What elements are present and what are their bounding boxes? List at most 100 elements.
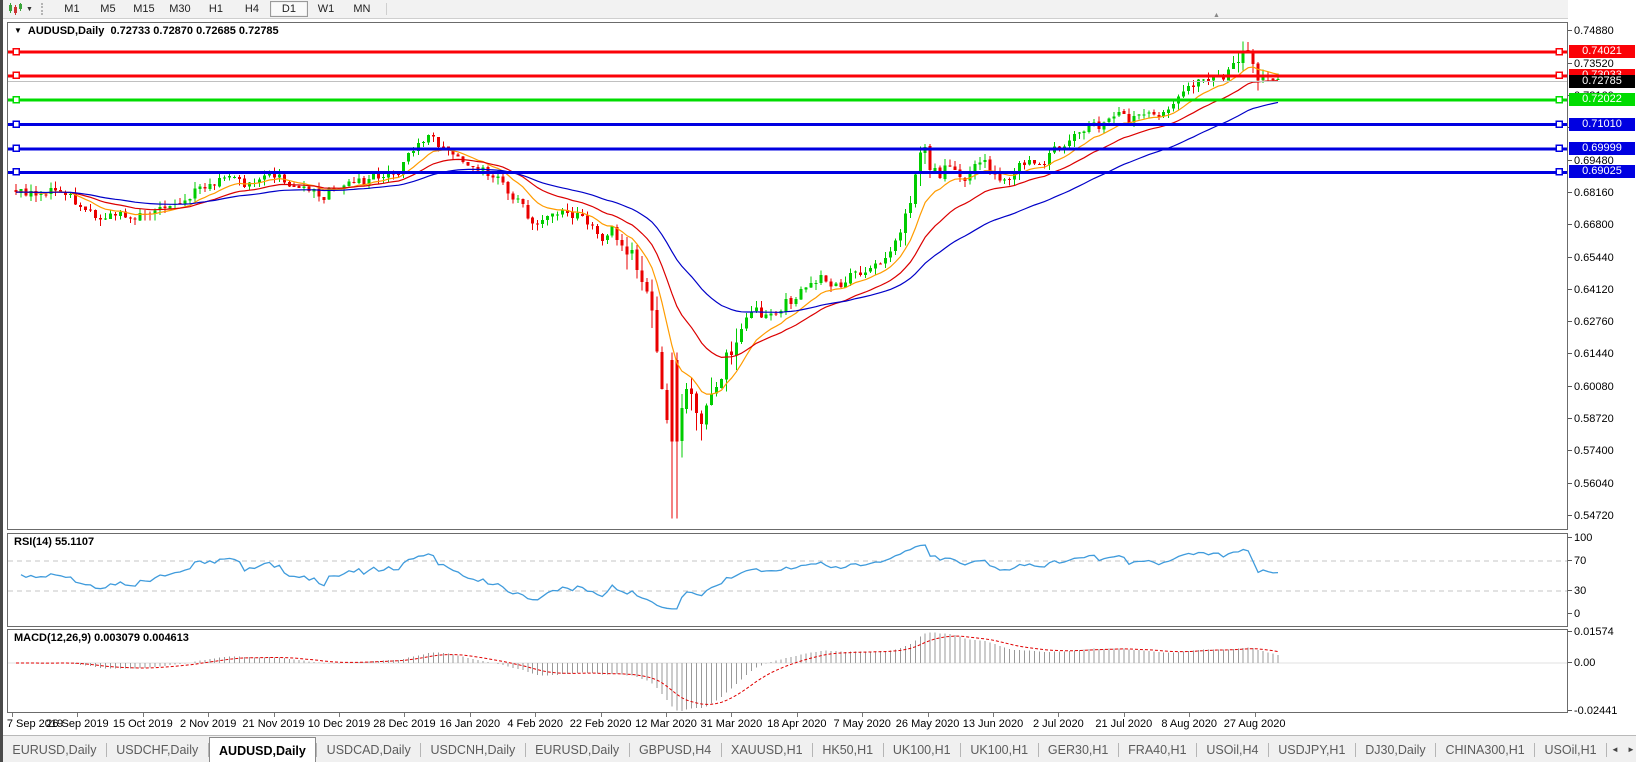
chart-tab-usoil-h4[interactable]: USOil,H4	[1206, 742, 1259, 757]
chart-tab-fra40-h1[interactable]: FRA40,H1	[1128, 742, 1187, 757]
tab-separator	[1534, 742, 1536, 757]
rsi-value: 55.1107	[54, 536, 95, 548]
rsi-indicator-pane[interactable]: RSI(14) 55.1107	[7, 533, 1568, 627]
time-axis-label: 21 Jul 2020	[1095, 718, 1153, 730]
chart-tab-dj30-daily[interactable]: DJ30,Daily	[1365, 742, 1426, 757]
timeframe-m30[interactable]: M30	[169, 3, 191, 15]
chart-tab-audusd-daily[interactable]: AUDUSD,Daily	[208, 737, 317, 762]
chart-tab-ger30-h1[interactable]: GER30,H1	[1047, 742, 1109, 757]
chart-tab-usdjpy-h1[interactable]: USDJPY,H1	[1278, 742, 1346, 757]
price-line-label: 0.71010	[1569, 117, 1635, 131]
time-axis-tick	[273, 713, 275, 717]
time-axis-tick	[1123, 713, 1125, 717]
time-axis-label: 18 Apr 2020	[767, 718, 827, 730]
time-axis-label: 13 Jun 2020	[962, 718, 1024, 730]
chart-title: AUDUSD,Daily	[27, 25, 105, 37]
price-axis-tick: 0.58720	[1568, 413, 1614, 425]
chart-type-dropdown-caret[interactable]: ▼	[26, 5, 33, 13]
chart-shift-marker-icon[interactable]: ▲	[1213, 12, 1220, 19]
timeframe-h4[interactable]: H4	[244, 3, 259, 15]
chart-type-icon[interactable]	[6, 2, 24, 16]
time-axis-tick	[1058, 713, 1060, 717]
timeframe-m1[interactable]: M1	[64, 3, 80, 15]
time-axis[interactable]: 7 Sep 2019 26 Sep 2019 15 Oct 2019 2 Nov 20…	[7, 713, 1568, 735]
time-axis-tick	[731, 713, 733, 717]
chart-tab-china300-h1[interactable]: CHINA300,H1	[1445, 742, 1525, 757]
macd-axis-tick: 0.01574	[1568, 626, 1614, 638]
tab-separator	[1354, 742, 1356, 757]
timeframe-buttons: M1 M5 M15 M30 H1 H4 D1 W1 MN	[54, 0, 380, 18]
time-axis-tick	[404, 713, 406, 717]
tab-separator	[420, 742, 422, 757]
chart-tab-gbpusd-h4[interactable]: GBPUSD,H4	[638, 742, 712, 757]
chart-tab-uk100-h1[interactable]: UK100,H1	[970, 742, 1029, 757]
time-axis-label: 15 Oct 2019	[112, 718, 173, 730]
tab-separator	[628, 742, 630, 757]
rsi-axis-tick: 70	[1568, 555, 1586, 567]
chart-tab-usoil-h1[interactable]: USOil,H1	[1544, 742, 1597, 757]
time-axis-label: 12 Mar 2020	[635, 718, 697, 730]
time-axis-label: 28 Dec 2019	[373, 718, 436, 730]
toolbar: ▼ M1 M5 M15 M30 H1 H4 D1 W1 MN	[3, 0, 1636, 19]
rsi-axis-tick: 30	[1568, 585, 1586, 597]
tab-separator	[1117, 742, 1119, 757]
timeframe-m5[interactable]: M5	[100, 3, 116, 15]
price-axis-tick: 0.64120	[1568, 284, 1614, 296]
timeframe-d1[interactable]: D1	[269, 1, 308, 17]
tab-separator	[316, 742, 318, 757]
chart-tab-eurusd-daily[interactable]: EURUSD,Daily	[535, 742, 620, 757]
time-axis-tick	[339, 713, 340, 717]
time-axis-tick	[469, 713, 471, 717]
time-axis-label: 27 Aug 2020	[1223, 718, 1286, 730]
time-axis-label: 7 Sep 2019	[7, 718, 64, 730]
chart-tab-eurusd-daily[interactable]: EURUSD,Daily	[12, 742, 97, 757]
time-axis-tick	[796, 713, 798, 717]
time-axis-label: 8 Aug 2020	[1161, 718, 1218, 730]
tab-scroll-left-icon[interactable]: ◄	[1611, 745, 1619, 754]
chart-tab-bar: EURUSD,Daily USDCHF,Daily AUDUSD,Daily USDC…	[3, 735, 1636, 762]
chart-header: ▼ AUDUSD,Daily 0.72733 0.72870 0.72685 0.…	[14, 25, 279, 37]
time-axis-tick	[600, 713, 602, 717]
rsi-chart	[8, 544, 1567, 610]
price-axis-tick: 0.69480	[1568, 155, 1614, 167]
price-axis[interactable]: 0.748800.735200.721600.708400.694800.681…	[1568, 0, 1636, 717]
time-axis-label: 4 Feb 2020	[507, 718, 564, 730]
time-axis-label: 2 Nov 2019	[180, 718, 237, 730]
price-line-label: 0.69999	[1569, 141, 1635, 155]
main-chart-pane[interactable]: ▼ AUDUSD,Daily 0.72733 0.72870 0.72685 0.…	[7, 22, 1568, 530]
chart-tab-usdcad-daily[interactable]: USDCAD,Daily	[326, 742, 411, 757]
tab-separator	[1037, 742, 1039, 757]
time-axis-label: 21 Nov 2019	[242, 718, 305, 730]
price-axis-tick: 0.73520	[1568, 58, 1614, 70]
macd-header: MACD(12,26,9) 0.003079 0.004613	[14, 632, 189, 644]
chart-tab-xauusd-h1[interactable]: XAUUSD,H1	[731, 742, 803, 757]
chart-menu-arrow-icon[interactable]: ▼	[14, 26, 22, 35]
rsi-label: RSI(14)	[14, 536, 52, 548]
time-axis-tick	[12, 713, 13, 717]
macd-values: 0.003079 0.004613	[94, 632, 189, 644]
price-axis-tick: 0.56040	[1568, 478, 1614, 490]
timeframe-m15[interactable]: M15	[133, 3, 155, 15]
time-axis-tick	[142, 713, 144, 717]
chart-tab-usdcnh-daily[interactable]: USDCNH,Daily	[430, 742, 516, 757]
time-axis-tick	[77, 713, 79, 717]
macd-indicator-pane[interactable]: MACD(12,26,9) 0.003079 0.004613	[7, 629, 1568, 713]
time-axis-label: 10 Dec 2019	[307, 718, 371, 730]
tab-separator	[105, 742, 107, 757]
tab-separator	[1606, 742, 1607, 757]
timeframe-mn[interactable]: MN	[353, 3, 371, 15]
chart-tab-hk50-h1[interactable]: HK50,H1	[822, 742, 874, 757]
price-axis-tick: 0.57400	[1568, 445, 1614, 457]
time-axis-label: 7 May 2020	[833, 718, 891, 730]
rsi-axis-tick: 100	[1568, 532, 1592, 544]
timeframe-w1[interactable]: W1	[317, 3, 335, 15]
toolbar-grip[interactable]	[40, 3, 46, 15]
time-axis-label: 2 Jul 2020	[1033, 718, 1084, 730]
chart-tab-usdchf-daily[interactable]: USDCHF,Daily	[116, 742, 199, 757]
chart-tab-uk100-h1[interactable]: UK100,H1	[892, 742, 951, 757]
time-axis-tick	[1254, 713, 1256, 717]
macd-label: MACD(12,26,9)	[14, 632, 92, 644]
timeframe-h1[interactable]: H1	[208, 3, 223, 15]
tab-scroll-right-icon[interactable]: ►	[1627, 745, 1635, 754]
